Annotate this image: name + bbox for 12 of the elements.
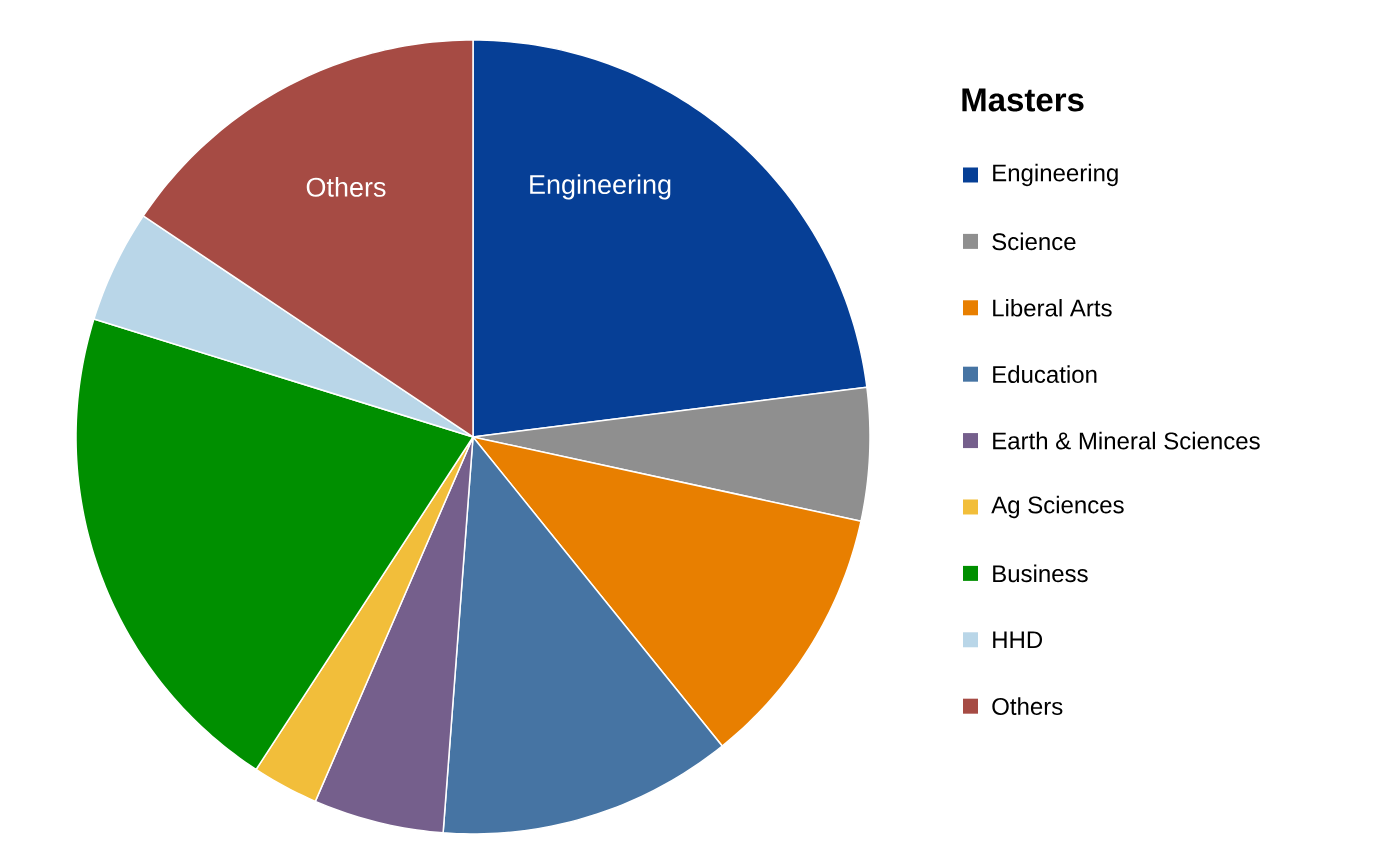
legend-label: Ag Sciences [991, 495, 1124, 519]
legend-label: Liberal Arts [993, 298, 1112, 317]
legend-label: Education [993, 365, 1097, 383]
legend-label: Science [992, 232, 1076, 251]
legend-label: HHD [993, 631, 1043, 649]
text: Others [306, 176, 386, 197]
legend-label: Engineering [993, 163, 1118, 187]
legend-label: Business [993, 564, 1088, 583]
legend-title: Masters [962, 88, 1084, 112]
legend-label: Earth & Mineral Sciences [993, 431, 1260, 450]
legend-label: Others [992, 697, 1063, 715]
text: Engineering [530, 174, 671, 200]
